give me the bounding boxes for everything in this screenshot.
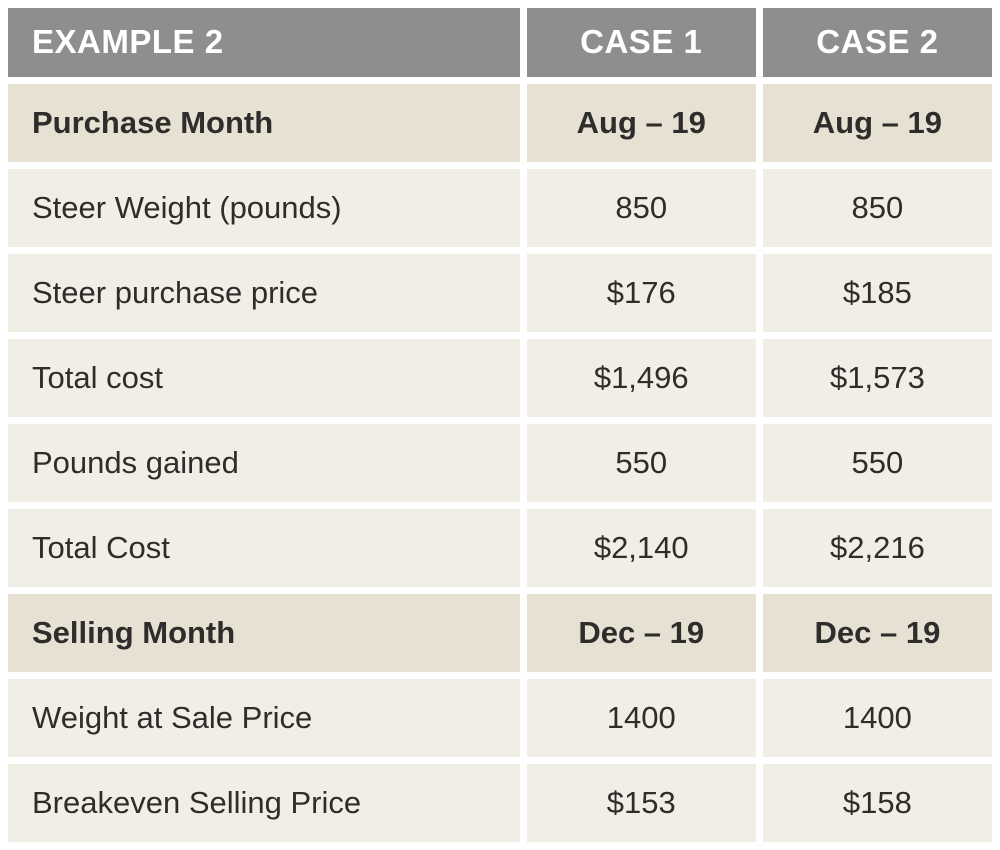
case2-value: $2,216: [762, 508, 992, 587]
case2-value: Dec – 19: [762, 593, 992, 672]
row-label: Breakeven Selling Price: [8, 763, 520, 842]
table-header-row: EXAMPLE 2 CASE 1 CASE 2: [8, 8, 992, 77]
table-row-purchase-month: Purchase Month Aug – 19 Aug – 19: [8, 83, 992, 162]
column-header-case1: CASE 1: [526, 8, 756, 77]
case1-value: Aug – 19: [526, 83, 756, 162]
table-row-breakeven-selling-price: Breakeven Selling Price $153 $158: [8, 763, 992, 842]
row-label: Steer Weight (pounds): [8, 168, 520, 247]
case2-value: $158: [762, 763, 992, 842]
row-label: Total Cost: [8, 508, 520, 587]
case1-value: 550: [526, 423, 756, 502]
row-label: Steer purchase price: [8, 253, 520, 332]
row-label: Pounds gained: [8, 423, 520, 502]
case2-value: Aug – 19: [762, 83, 992, 162]
case1-value: $176: [526, 253, 756, 332]
row-label: Purchase Month: [8, 83, 520, 162]
case2-value: $185: [762, 253, 992, 332]
row-label: Selling Month: [8, 593, 520, 672]
table-row-total-cost-2: Total Cost $2,140 $2,216: [8, 508, 992, 587]
case1-value: $153: [526, 763, 756, 842]
case1-value: 850: [526, 168, 756, 247]
column-header-case2: CASE 2: [762, 8, 992, 77]
case1-value: 1400: [526, 678, 756, 757]
table-row-steer-weight: Steer Weight (pounds) 850 850: [8, 168, 992, 247]
table-row-weight-at-sale: Weight at Sale Price 1400 1400: [8, 678, 992, 757]
table-row-steer-purchase-price: Steer purchase price $176 $185: [8, 253, 992, 332]
case1-value: $2,140: [526, 508, 756, 587]
table-title: EXAMPLE 2: [8, 8, 520, 77]
case2-value: 550: [762, 423, 992, 502]
table-row-pounds-gained: Pounds gained 550 550: [8, 423, 992, 502]
case2-value: $1,573: [762, 338, 992, 417]
table-row-selling-month: Selling Month Dec – 19 Dec – 19: [8, 593, 992, 672]
case1-value: Dec – 19: [526, 593, 756, 672]
table-row-total-cost: Total cost $1,496 $1,573: [8, 338, 992, 417]
case2-value: 1400: [762, 678, 992, 757]
case1-value: $1,496: [526, 338, 756, 417]
row-label: Total cost: [8, 338, 520, 417]
case2-value: 850: [762, 168, 992, 247]
row-label: Weight at Sale Price: [8, 678, 520, 757]
